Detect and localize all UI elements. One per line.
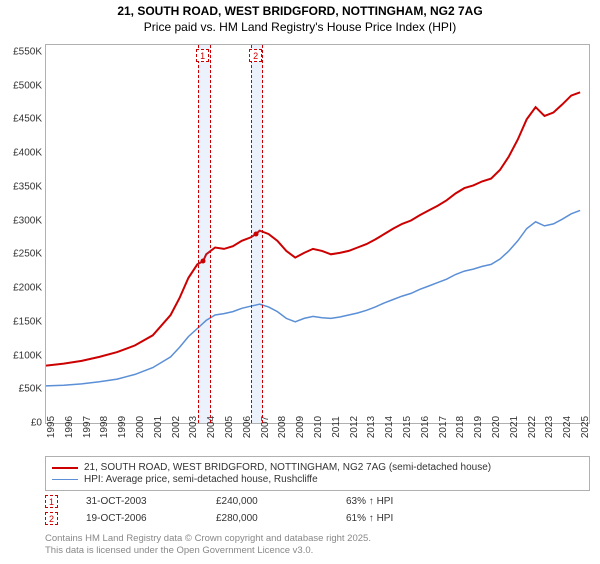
x-tick-label: 2012 [349,416,360,438]
x-tick-label: 2019 [473,416,484,438]
footer-line1: Contains HM Land Registry data © Crown c… [45,533,590,545]
sale-row: 2 19-OCT-2006£280,00061% ↑ HPI [45,512,590,525]
y-tick-label: £200K [13,283,42,294]
y-tick-label: £100K [13,350,42,361]
x-tick-label: 2020 [491,416,502,438]
x-tick-label: 2016 [420,416,431,438]
chart-title-sub: Price paid vs. HM Land Registry's House … [0,20,600,34]
series-line [46,210,580,386]
y-tick-label: £300K [13,215,42,226]
x-tick-label: 1997 [82,416,93,438]
x-tick-label: 2018 [455,416,466,438]
x-tick-label: 2000 [135,416,146,438]
footer-text: Contains HM Land Registry data © Crown c… [45,533,590,558]
sale-date: 31-OCT-2003 [86,496,216,507]
y-tick-label: £400K [13,148,42,159]
y-tick-label: £500K [13,80,42,91]
x-tick-label: 2001 [153,416,164,438]
chart-plot-area: £0£50K£100K£150K£200K£250K£300K£350K£400… [45,44,590,424]
sale-row: 1 31-OCT-2003£240,00063% ↑ HPI [45,495,590,508]
legend-swatch [52,479,78,480]
legend-item: 21, SOUTH ROAD, WEST BRIDGFORD, NOTTINGH… [52,462,583,473]
y-tick-label: £450K [13,114,42,125]
sale-point [254,232,259,237]
x-tick-label: 2011 [331,416,342,438]
sale-date: 19-OCT-2006 [86,513,216,524]
legend-label: HPI: Average price, semi-detached house,… [84,474,318,485]
x-tick-label: 1999 [117,416,128,438]
x-tick-label: 2009 [295,416,306,438]
legend-label: 21, SOUTH ROAD, WEST BRIDGFORD, NOTTINGH… [84,462,491,473]
sales-list: 1 31-OCT-2003£240,00063% ↑ HPI 2 19-OCT-200… [0,495,600,525]
x-tick-label: 2013 [366,416,377,438]
sale-price: £240,000 [216,496,346,507]
legend-box: 21, SOUTH ROAD, WEST BRIDGFORD, NOTTINGH… [45,456,590,491]
legend-swatch [52,467,78,469]
x-tick-label: 2015 [402,416,413,438]
y-tick-label: £50K [19,384,42,395]
sale-marker: 2 [45,512,58,525]
marker-box: 1 [196,49,209,62]
x-tick-label: 1995 [46,416,57,438]
x-tick-label: 2023 [544,416,555,438]
x-tick-label: 2024 [562,416,573,438]
chart-lines-svg [46,45,589,423]
x-tick-label: 2014 [384,416,395,438]
marker-box: 2 [249,49,262,62]
x-tick-label: 2010 [313,416,324,438]
series-line [46,92,580,365]
sale-price: £280,000 [216,513,346,524]
marker-band [198,45,211,423]
x-tick-label: 2008 [277,416,288,438]
x-tick-label: 2021 [509,416,520,438]
sale-marker: 1 [45,495,58,508]
x-tick-label: 2005 [224,416,235,438]
legend-item: HPI: Average price, semi-detached house,… [52,474,583,485]
x-tick-label: 2022 [527,416,538,438]
x-tick-label: 2002 [171,416,182,438]
chart-title-main: 21, SOUTH ROAD, WEST BRIDGFORD, NOTTINGH… [0,4,600,18]
y-tick-label: £0 [31,418,42,429]
x-tick-label: 2017 [438,416,449,438]
y-tick-label: £350K [13,181,42,192]
y-tick-label: £550K [13,46,42,57]
sale-diff: 63% ↑ HPI [346,496,476,507]
x-tick-label: 1996 [64,416,75,438]
x-tick-label: 1998 [99,416,110,438]
footer-line2: This data is licensed under the Open Gov… [45,545,590,557]
sale-point [201,259,206,264]
y-tick-label: £250K [13,249,42,260]
y-tick-label: £150K [13,316,42,327]
sale-diff: 61% ↑ HPI [346,513,476,524]
x-tick-label: 2025 [580,416,591,438]
